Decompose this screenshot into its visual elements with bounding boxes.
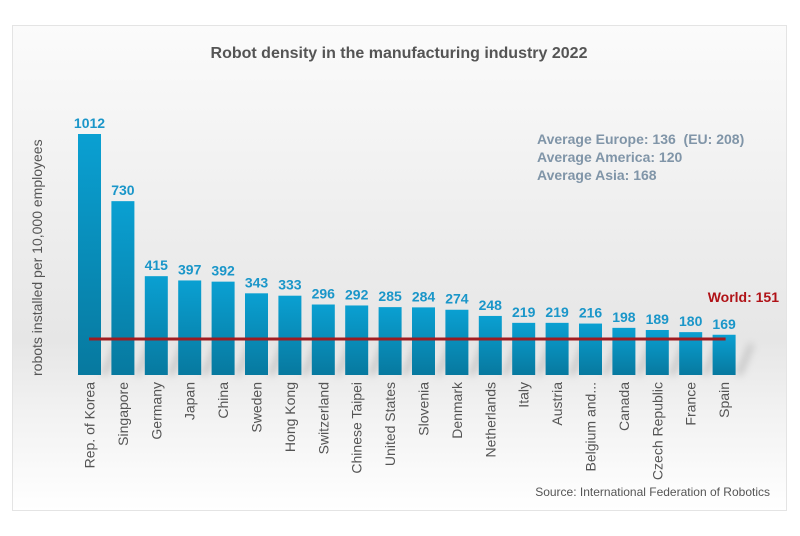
annotation-america: Average America: 120 bbox=[537, 149, 682, 165]
category-label: Austria bbox=[549, 382, 565, 426]
world-average-label: World: 151 bbox=[708, 289, 780, 305]
category-label: Chinese Taipei bbox=[349, 382, 365, 474]
bar-spain bbox=[712, 334, 736, 375]
y-axis-label: robots installed per 10,000 employees bbox=[29, 139, 45, 376]
value-label: 392 bbox=[211, 263, 235, 279]
category-label: Canada bbox=[616, 382, 632, 431]
bar-sweden bbox=[245, 293, 268, 375]
category-label: Singapore bbox=[115, 382, 131, 446]
bar-czech-republic bbox=[645, 329, 669, 375]
value-label: 169 bbox=[712, 316, 736, 332]
bar-netherlands bbox=[478, 315, 502, 375]
bar-japan bbox=[178, 280, 202, 375]
bar-hong-kong bbox=[278, 295, 302, 375]
category-label: Sweden bbox=[249, 382, 265, 433]
category-label: Slovenia bbox=[416, 382, 432, 436]
bar-shadow bbox=[735, 343, 754, 375]
value-label: 285 bbox=[378, 288, 402, 304]
bar-belgium-and bbox=[579, 323, 602, 375]
category-label: France bbox=[683, 382, 699, 426]
category-labels: Rep. of Korea Singapore Germany Japan China S… bbox=[82, 381, 733, 480]
value-label: 219 bbox=[512, 304, 536, 320]
category-label: United States bbox=[382, 382, 398, 466]
value-label: 189 bbox=[646, 311, 670, 327]
bar-slovenia bbox=[412, 307, 435, 375]
value-label: 296 bbox=[312, 286, 336, 302]
value-label: 219 bbox=[545, 304, 569, 320]
value-label: 415 bbox=[145, 257, 169, 273]
value-label: 216 bbox=[579, 305, 603, 321]
value-labels: 1012 730 415 397 392 343 333 296 292 285 284 274 248… bbox=[74, 115, 736, 332]
bar-singapore bbox=[111, 201, 135, 375]
category-label: Denmark bbox=[449, 381, 465, 439]
value-label: 1012 bbox=[74, 115, 105, 131]
value-label: 274 bbox=[445, 291, 469, 307]
bar-canada bbox=[612, 327, 636, 375]
bar-italy bbox=[512, 322, 536, 375]
bar-china bbox=[211, 281, 235, 375]
bar-austria bbox=[545, 322, 569, 375]
value-label: 730 bbox=[111, 182, 135, 198]
bar-germany bbox=[144, 276, 168, 375]
value-label: 397 bbox=[178, 261, 202, 277]
category-label: Belgium and... bbox=[583, 382, 599, 472]
category-label: Czech Republic bbox=[649, 382, 665, 480]
category-label: Japan bbox=[182, 382, 198, 420]
bars bbox=[78, 134, 736, 375]
category-label: Netherlands bbox=[482, 382, 498, 458]
value-label: 248 bbox=[479, 297, 503, 313]
bar-chart: Robot density in the manufacturing indus… bbox=[29, 45, 780, 499]
category-label: Italy bbox=[516, 382, 532, 408]
bar-denmark bbox=[445, 309, 469, 375]
value-label: 284 bbox=[412, 288, 436, 304]
source-note: Source: International Federation of Robo… bbox=[535, 485, 770, 499]
category-label: China bbox=[215, 382, 231, 419]
value-label: 180 bbox=[679, 313, 703, 329]
annotation-asia: Average Asia: 168 bbox=[537, 167, 657, 183]
bar-rep-of-korea bbox=[78, 134, 101, 375]
category-label: Spain bbox=[716, 382, 732, 418]
category-label: Rep. of Korea bbox=[82, 382, 98, 469]
chart-panel: Robot density in the manufacturing indus… bbox=[12, 25, 787, 511]
chart-title: Robot density in the manufacturing indus… bbox=[211, 45, 588, 62]
category-label: Switzerland bbox=[315, 382, 331, 454]
category-label: Germany bbox=[148, 382, 164, 440]
annotation-europe: Average Europe: 136 (EU: 208) bbox=[537, 131, 744, 147]
value-label: 333 bbox=[278, 277, 302, 293]
bar-united-states bbox=[378, 307, 402, 375]
value-label: 198 bbox=[612, 309, 636, 325]
category-label: Hong Kong bbox=[282, 382, 298, 452]
value-label: 292 bbox=[345, 286, 369, 302]
value-label: 343 bbox=[245, 274, 269, 290]
bar-france bbox=[679, 332, 703, 375]
